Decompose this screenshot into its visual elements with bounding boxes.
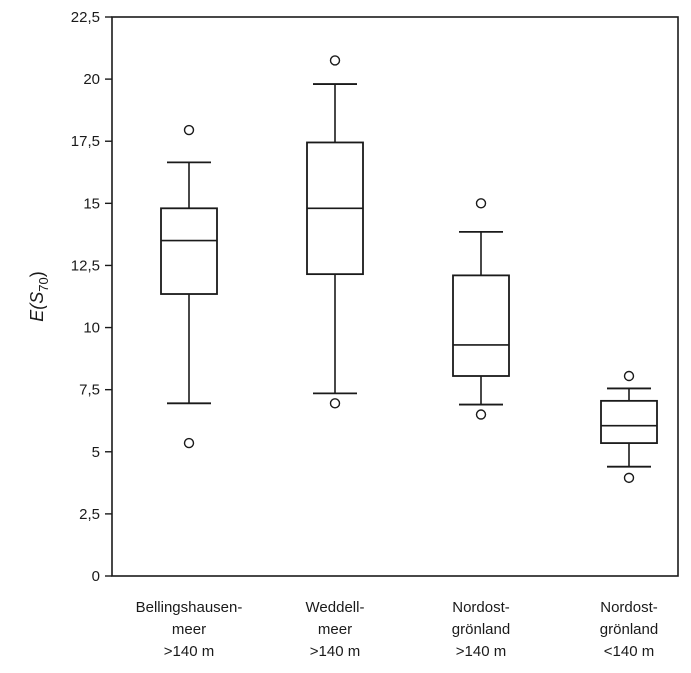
x-category-label: Nordost- [600, 599, 658, 616]
x-category-label: Nordost- [452, 599, 510, 616]
box-group [600, 370, 658, 484]
x-category-label: Bellingshausen- [136, 599, 243, 616]
y-tick-label: 0 [92, 568, 100, 585]
y-tick-label: 22,5 [71, 9, 100, 26]
x-category-label: grönland [452, 621, 510, 638]
box-iqr [452, 274, 510, 377]
x-category-label: meer [318, 621, 352, 638]
x-category-label: >140 m [456, 643, 506, 660]
outlier-point [329, 398, 341, 409]
y-tick-label: 20 [83, 71, 100, 88]
box-iqr [160, 207, 218, 295]
y-tick-label: 12,5 [71, 257, 100, 274]
y-axis-title-main: E(S [27, 292, 47, 322]
outlier-point [475, 198, 487, 209]
outlier-point [183, 437, 195, 449]
x-category-label: <140 m [604, 643, 654, 660]
outlier-point [183, 124, 195, 136]
y-tick-label: 7,5 [79, 382, 100, 399]
y-tick-label: 15 [83, 195, 100, 212]
box-group [160, 124, 218, 449]
x-category-label: meer [172, 621, 206, 638]
x-category-label: >140 m [310, 643, 360, 660]
boxes [160, 55, 658, 484]
axes: 0 2,5 5 7,5 10 12,5 15 17,5 20 22,5 [71, 9, 679, 585]
labels: E(S70) Bellingshausen-meer >140 m Weddell-m… [27, 271, 658, 660]
x-category-label: >140 m [164, 643, 214, 660]
box-group [306, 55, 364, 409]
plot-frame [111, 16, 679, 577]
x-category-label: grönland [600, 621, 658, 638]
y-tick-label: 17,5 [71, 133, 100, 150]
y-axis-title-subscript: 70 [36, 277, 51, 291]
x-category-label: Weddell- [306, 599, 365, 616]
outlier-point [623, 472, 635, 484]
y-tick-label: 10 [83, 320, 100, 337]
y-axis-title-close: ) [27, 271, 47, 277]
y-tick-label: 5 [92, 444, 100, 461]
outlier-point [329, 55, 341, 66]
y-axis-title: E(S70) [27, 271, 51, 321]
box-group [452, 198, 510, 420]
outlier-point [475, 409, 487, 420]
box-iqr [600, 399, 658, 444]
outlier-point [623, 370, 635, 382]
y-tick-label: 2,5 [79, 506, 100, 523]
